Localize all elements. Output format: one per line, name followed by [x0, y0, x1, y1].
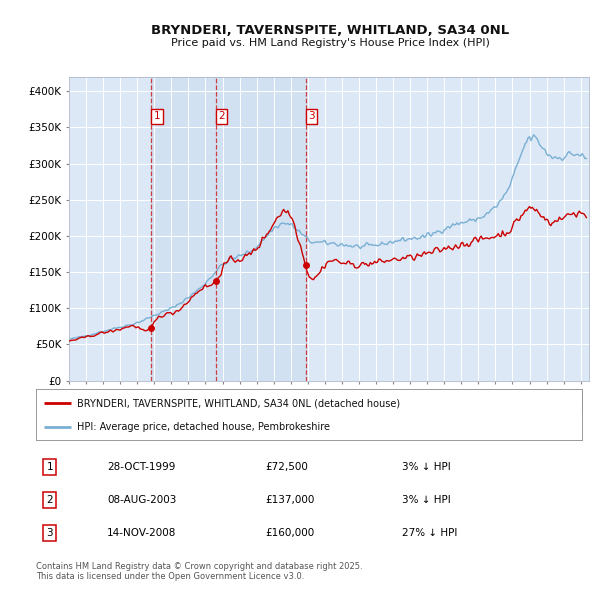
Text: 1: 1 — [154, 112, 160, 122]
Text: 27% ↓ HPI: 27% ↓ HPI — [402, 528, 457, 538]
Text: 1: 1 — [46, 462, 53, 472]
Text: £160,000: £160,000 — [265, 528, 314, 538]
Text: £137,000: £137,000 — [265, 495, 314, 505]
Bar — [151, 77, 305, 381]
Text: HPI: Average price, detached house, Pembrokeshire: HPI: Average price, detached house, Pemb… — [77, 422, 330, 432]
Text: 2: 2 — [46, 495, 53, 505]
Text: Contains HM Land Registry data © Crown copyright and database right 2025.
This d: Contains HM Land Registry data © Crown c… — [36, 562, 362, 581]
Text: 28-OCT-1999: 28-OCT-1999 — [107, 462, 175, 472]
Text: 2: 2 — [218, 112, 225, 122]
Text: 3: 3 — [308, 112, 315, 122]
Text: £72,500: £72,500 — [265, 462, 308, 472]
Text: 08-AUG-2003: 08-AUG-2003 — [107, 495, 176, 505]
Text: Price paid vs. HM Land Registry's House Price Index (HPI): Price paid vs. HM Land Registry's House … — [170, 38, 490, 48]
Text: 3% ↓ HPI: 3% ↓ HPI — [402, 462, 451, 472]
Text: 3: 3 — [46, 528, 53, 538]
Text: 3% ↓ HPI: 3% ↓ HPI — [402, 495, 451, 505]
Text: BRYNDERI, TAVERNSPITE, WHITLAND, SA34 0NL (detached house): BRYNDERI, TAVERNSPITE, WHITLAND, SA34 0N… — [77, 398, 400, 408]
Text: 14-NOV-2008: 14-NOV-2008 — [107, 528, 176, 538]
Text: BRYNDERI, TAVERNSPITE, WHITLAND, SA34 0NL: BRYNDERI, TAVERNSPITE, WHITLAND, SA34 0N… — [151, 24, 509, 37]
